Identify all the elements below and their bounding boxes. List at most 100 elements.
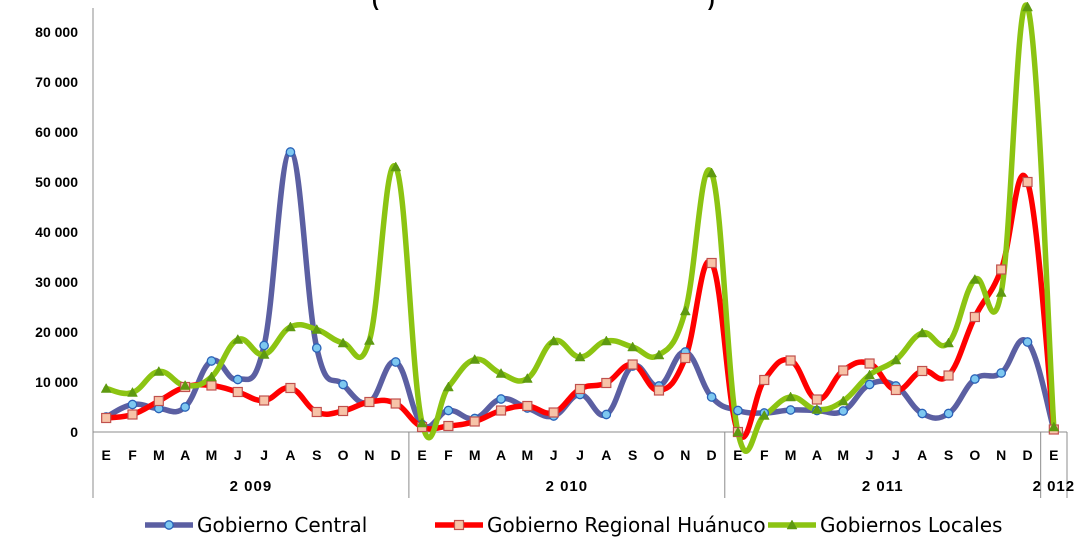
y-tick-label: 30 000 — [35, 274, 78, 290]
data-point — [101, 412, 112, 424]
x-tick-label: E — [733, 447, 742, 463]
data-point — [917, 365, 928, 377]
y-tick-label: 60 000 — [35, 124, 78, 140]
data-point — [285, 321, 296, 332]
x-tick-label: D — [391, 447, 401, 463]
data-point — [442, 381, 454, 392]
data-point — [153, 395, 164, 407]
y-tick-label: 0 — [70, 424, 78, 440]
data-point — [496, 394, 506, 404]
data-point — [653, 385, 665, 396]
data-point — [601, 377, 612, 389]
data-point — [970, 374, 980, 384]
year-label: 2 012 — [1033, 478, 1076, 495]
data-point — [232, 386, 243, 398]
data-point — [943, 408, 954, 419]
data-point — [285, 147, 296, 157]
data-point — [732, 426, 744, 437]
x-tick-label: E — [417, 447, 426, 463]
x-tick-label: D — [707, 447, 717, 463]
x-tick-label: A — [180, 447, 190, 463]
chart-axes: 0 10 000 20 000 30 000 40 000 50 000 60 000 70 … — [35, 8, 1076, 498]
data-point — [164, 520, 174, 530]
x-tick-label: J — [576, 447, 584, 463]
data-point — [153, 365, 165, 376]
y-tick-label: 40 000 — [35, 224, 78, 240]
data-point — [1022, 1, 1033, 12]
x-tick-label: O — [338, 447, 349, 463]
x-tick-label: D — [1022, 447, 1032, 463]
data-point — [100, 382, 112, 393]
data-point — [601, 409, 612, 420]
data-point — [469, 353, 481, 364]
data-point — [179, 379, 191, 390]
y-tick-label: 20 000 — [35, 324, 78, 340]
chart-title-left: ( — [372, 0, 379, 11]
data-point — [259, 340, 269, 351]
data-point — [864, 369, 875, 380]
x-tick-label: A — [285, 447, 295, 463]
x-tick-label: M — [206, 447, 218, 463]
x-tick-label: S — [312, 447, 321, 463]
data-point — [285, 382, 296, 394]
data-point — [390, 161, 402, 172]
x-tick-label: M — [469, 447, 481, 463]
data-point — [916, 327, 928, 338]
data-point — [311, 343, 322, 353]
x-tick-label: M — [785, 447, 797, 463]
year-label: 2 010 — [546, 478, 589, 495]
x-tick-label: F — [444, 447, 453, 463]
year-label: 2 009 — [230, 478, 273, 495]
data-point — [969, 273, 981, 284]
data-point — [811, 394, 823, 405]
chart-legend: Gobierno Central Gobierno Regional Huánuc… — [145, 513, 1002, 537]
x-tick-label: M — [153, 447, 165, 463]
x-tick-label: E — [101, 447, 110, 463]
data-point — [548, 407, 559, 418]
data-point — [548, 335, 560, 346]
x-tick-label: E — [1049, 447, 1058, 463]
data-point — [838, 365, 849, 376]
data-point — [206, 371, 217, 382]
data-point — [1048, 421, 1060, 432]
x-tick-label: S — [628, 447, 637, 463]
y-tick-label: 80 000 — [35, 24, 78, 40]
data-point — [522, 400, 533, 412]
data-point — [443, 405, 454, 416]
data-point — [890, 354, 902, 365]
data-point — [996, 368, 1007, 378]
y-tick-label: 10 000 — [35, 374, 78, 390]
chart-title-right: ) — [708, 0, 715, 11]
x-tick-label: F — [760, 447, 769, 463]
data-point — [917, 408, 928, 419]
x-tick-label: J — [892, 447, 900, 463]
data-point — [943, 370, 954, 381]
data-point — [338, 379, 348, 390]
data-point — [180, 402, 190, 412]
data-point — [785, 355, 796, 366]
data-point — [311, 323, 323, 334]
data-point — [786, 519, 798, 530]
data-point — [1022, 176, 1033, 188]
x-tick-label: J — [866, 447, 874, 463]
data-point — [706, 257, 717, 269]
data-point — [785, 391, 797, 402]
series-markers — [100, 1, 1060, 438]
data-point — [232, 374, 243, 385]
data-point — [337, 405, 349, 417]
data-point — [969, 311, 980, 323]
x-tick-label: M — [837, 447, 849, 463]
data-point — [890, 384, 901, 396]
y-tick-label: 50 000 — [35, 174, 78, 190]
data-point — [574, 383, 586, 395]
data-point — [127, 399, 138, 410]
data-point — [811, 403, 823, 414]
data-point — [864, 358, 875, 369]
data-point — [600, 335, 612, 346]
data-point — [127, 409, 138, 420]
data-point — [469, 416, 480, 427]
data-point — [680, 352, 691, 364]
x-tick-label: M — [522, 447, 534, 463]
x-tick-label: A — [812, 447, 822, 463]
